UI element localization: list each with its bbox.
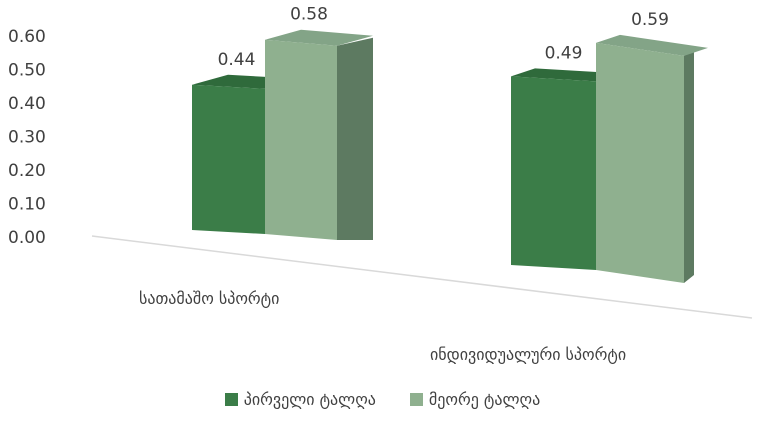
- y-tick-label: 0.30: [8, 128, 46, 148]
- bar-chart: 0.000.100.200.300.400.500.60 0.440.580.4…: [8, 5, 753, 364]
- x-axis: სათამაშო სპორტი ინდივიდუალური სპორტი: [139, 289, 626, 364]
- floor-line: [91, 235, 753, 319]
- legend-swatch-series-2: [409, 393, 423, 406]
- bar-top-series-1-cat-2: [511, 68, 620, 82]
- category-label-2: ინდივიდუალური სპორტი: [430, 345, 626, 364]
- data-label-series-1-cat-2: 0.49: [545, 43, 583, 63]
- y-tick-label: 0.20: [8, 161, 46, 181]
- bar-series-2-cat-2: [596, 42, 684, 283]
- bar-side-series-2-cat-1: [337, 37, 373, 241]
- bars: 0.44 0.58 0.49 0.59: [192, 5, 708, 283]
- bar-series-1-cat-1: [192, 84, 265, 234]
- y-tick-label: 0.60: [8, 27, 46, 47]
- legend-item-series-2: მეორე ტალღა: [409, 390, 541, 409]
- bar-side-series-2-cat-2: [684, 49, 694, 283]
- bar-top-series-2-cat-2: [596, 34, 708, 56]
- data-label-series-2-cat-2: 0.59: [631, 10, 669, 30]
- y-tick-label: 0.10: [8, 195, 46, 215]
- y-tick-label: 0.50: [8, 61, 46, 81]
- data-label-series-1-cat-1: 0.44: [218, 50, 256, 70]
- bar-series-1-cat-2: [511, 76, 596, 270]
- legend-item-series-1: პირველი ტალღა: [224, 390, 376, 409]
- y-tick-label: 0.00: [8, 228, 46, 248]
- legend-label-series-2: მეორე ტალღა: [428, 390, 541, 409]
- category-label-1: სათამაშო სპორტი: [139, 289, 279, 308]
- data-label-series-2-cat-1: 0.58: [290, 5, 328, 25]
- y-tick-label: 0.40: [8, 94, 46, 114]
- legend: პირველი ტალღა მეორე ტალღა: [0, 390, 765, 409]
- legend-swatch-series-1: [224, 393, 238, 406]
- y-axis: 0.00 0.10 0.20 0.30 0.40 0.50 0.60: [8, 27, 46, 248]
- legend-label-series-1: პირველი ტალღა: [243, 390, 376, 409]
- bar-top-series-2-cat-1: [265, 29, 373, 46]
- bar-series-2-cat-1: [265, 39, 337, 241]
